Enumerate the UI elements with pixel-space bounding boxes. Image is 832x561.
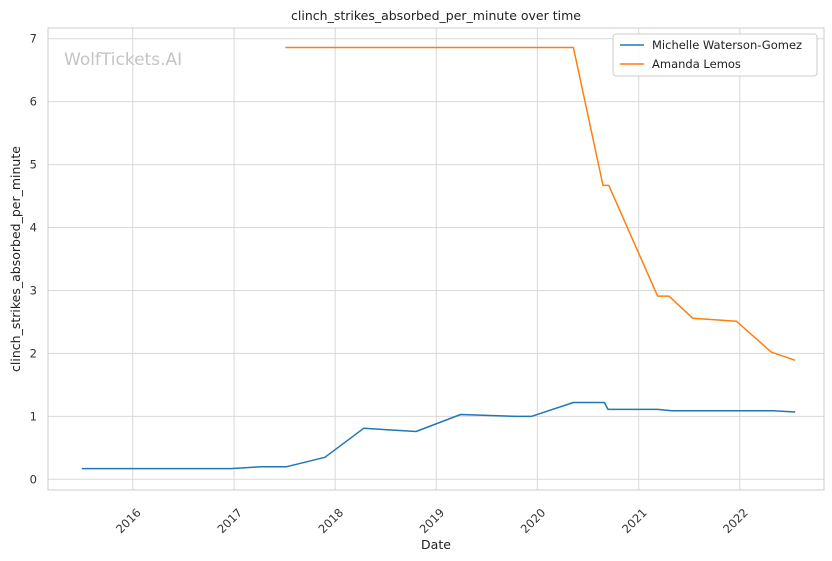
- y-tick-label: 6: [30, 95, 37, 109]
- series-line-1: [285, 46, 796, 362]
- x-tick-label: 2019: [417, 506, 448, 537]
- grid-lines: [48, 28, 824, 490]
- y-axis-title: clinch_strikes_absorbed_per_minute: [8, 146, 23, 372]
- x-tick-label: 2017: [214, 506, 245, 537]
- x-tick-label: 2016: [113, 506, 144, 537]
- legend-box: [612, 33, 818, 77]
- series-layer: [81, 46, 796, 470]
- x-tick-label: 2022: [720, 506, 751, 537]
- legend-label-michelle: Michelle Waterson-Gomez: [652, 38, 802, 52]
- legend-label-amanda: Amanda Lemos: [652, 57, 741, 71]
- watermark: WolfTickets.AI: [64, 50, 182, 70]
- series-line-0: [81, 401, 796, 470]
- x-tick-label: 2020: [518, 506, 549, 537]
- y-tick-label: 1: [30, 409, 37, 423]
- x-tick-label: 2018: [316, 506, 347, 537]
- x-tick-label: 2021: [619, 506, 650, 537]
- y-tick-label: 0: [30, 472, 37, 486]
- x-axis-title: Date: [421, 537, 451, 552]
- y-tick-label: 5: [30, 158, 37, 172]
- y-tick-label: 3: [30, 283, 37, 297]
- y-tick-label: 2: [30, 346, 37, 360]
- plot-frame: [47, 27, 825, 491]
- y-tick-label: 7: [30, 32, 37, 46]
- y-tick-label: 4: [30, 221, 37, 235]
- chart-title: clinch_strikes_absorbed_per_minute over …: [291, 8, 581, 23]
- legend: Michelle Waterson-Gomez Amanda Lemos: [612, 33, 818, 77]
